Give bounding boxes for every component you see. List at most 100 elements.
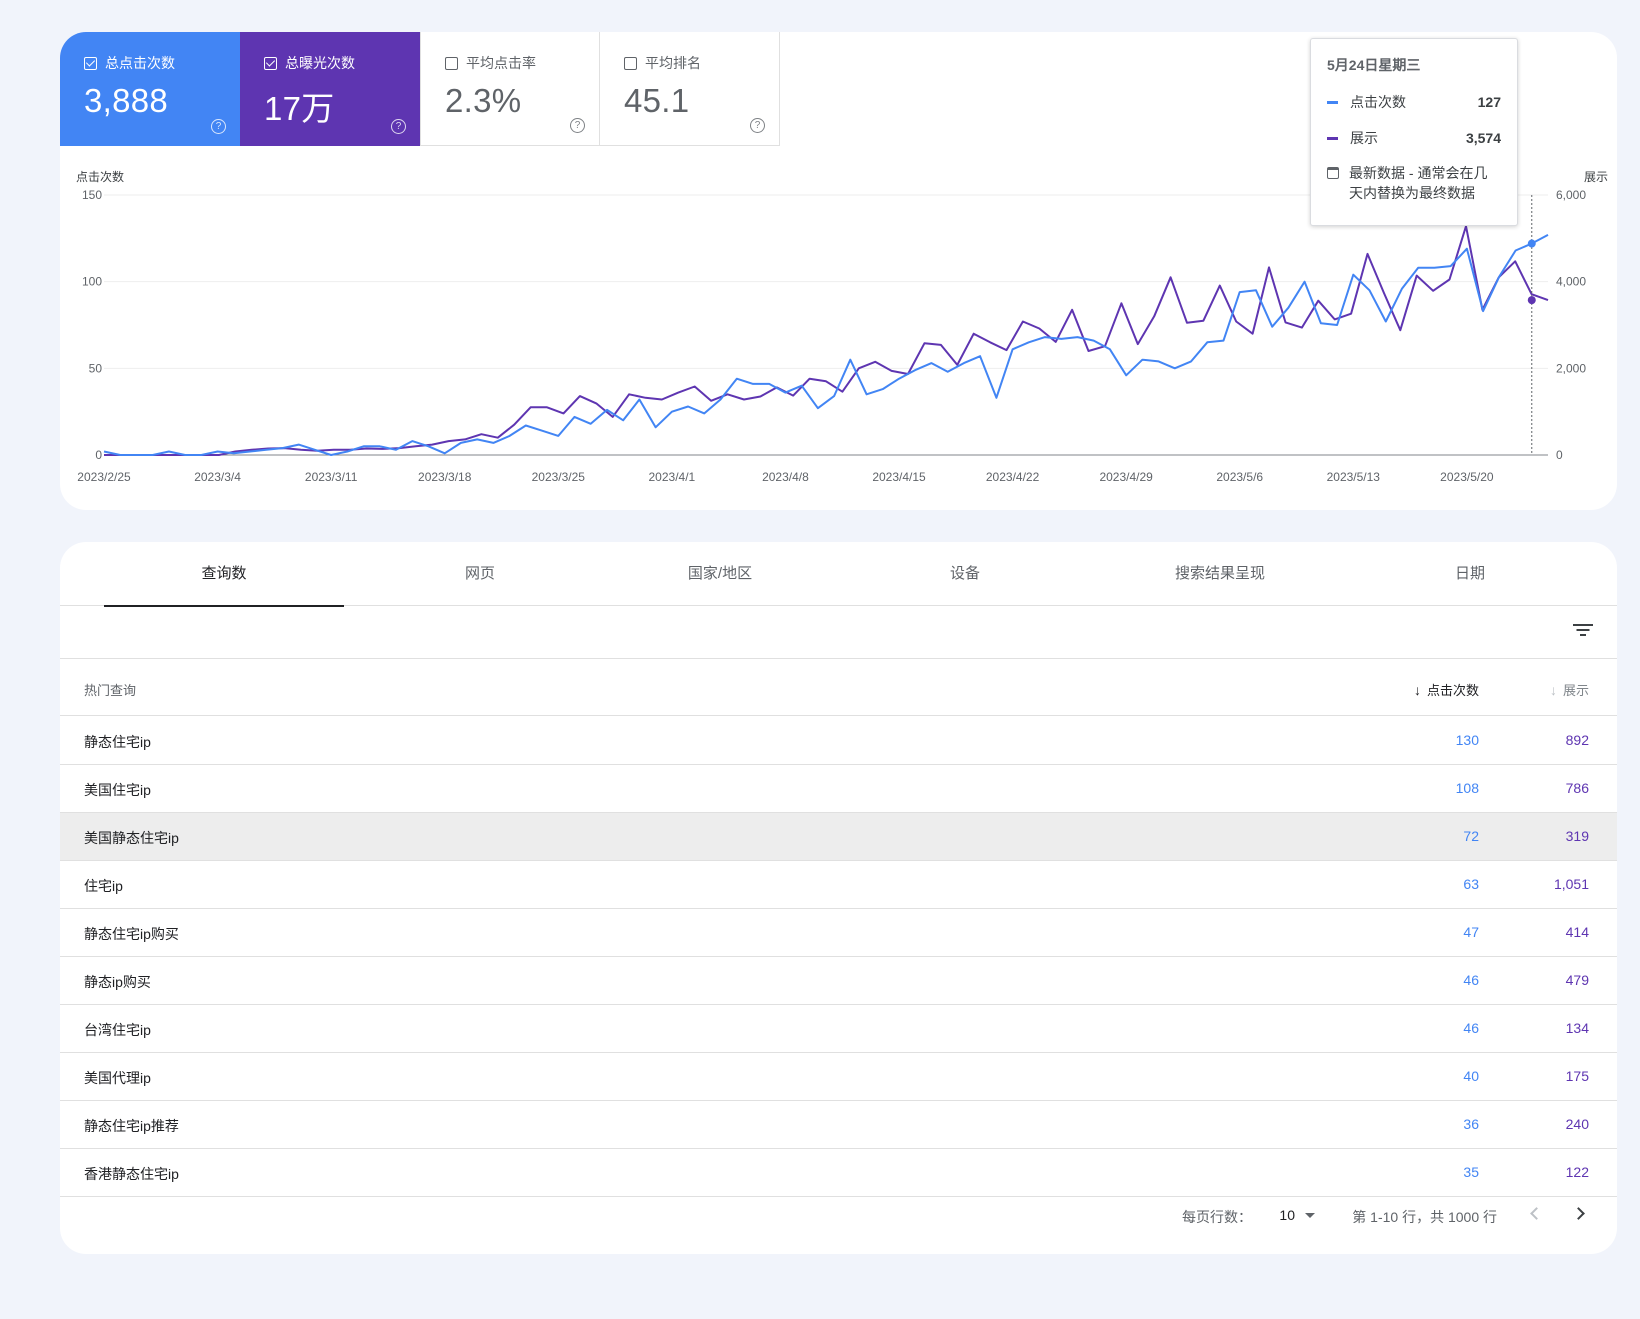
x-tick-label: 2023/3/4 [194,470,241,484]
metric-total-clicks[interactable]: 总点击次数 3,888 ? [60,32,240,146]
filter-bar [60,606,1617,659]
metric-value: 45.1 [624,82,690,119]
tooltip-impr-label: 展示 [1350,130,1378,146]
chevron-right-icon[interactable] [1572,1207,1585,1220]
help-icon[interactable]: ? [570,118,585,133]
table-row[interactable]: 台湾住宅ip 46 134 [60,1005,1617,1053]
x-tick-label: 2023/4/22 [986,470,1040,484]
tab-devices[interactable]: 设备 [949,565,980,582]
header-clicks[interactable]: ↓ 点击次数 [1414,680,1479,699]
clicks-cell: 108 [1455,780,1479,796]
performance-chart: 0 50 100 150 0 2,000 4,000 6,000 点击次数 展示 2023/2/25… [76,169,1608,484]
checkbox-icon[interactable] [624,56,637,70]
header-impressions[interactable]: ↓ 展示 [1550,680,1589,699]
tooltip-clicks-row: 点击次数 127 [1327,93,1501,111]
help-icon[interactable]: ? [750,118,765,133]
table-body: 静态住宅ip 130 892 美国住宅ip 108 786 美国静态住宅ip 72 319 … [60,717,1617,1197]
clicks-cell: 46 [1463,1020,1479,1036]
impressions-cell: 1,051 [1553,876,1589,892]
table-row[interactable]: 香港静态住宅ip 35 122 [60,1149,1617,1197]
tab-dates[interactable]: 日期 [1454,565,1485,582]
arrow-down-icon: ↓ [1413,682,1421,698]
y-right-tick-label: 6,000 [1556,188,1586,202]
y-left-tick-label: 0 [95,448,102,462]
metric-label: 平均点击率 [466,55,536,71]
tooltip-note-text: 最新数据 - 通常会在几天内替换为最终数据 [1349,165,1488,201]
hover-point-impressions [1527,296,1536,305]
impressions-cell: 319 [1565,828,1589,844]
header-top-queries: 热门查询 [84,683,137,698]
pagination: 每页行数： 10 第 1-10 行，共 1000 行 [60,1197,1617,1237]
x-tick-label: 2023/4/8 [762,470,809,484]
impressions-cell: 240 [1565,1116,1589,1132]
query-cell: 台湾住宅ip [84,1022,151,1038]
help-icon[interactable]: ? [211,119,226,134]
x-tick-label: 2023/3/11 [305,470,358,484]
clicks-cell: 36 [1463,1116,1479,1132]
table-row[interactable]: 美国代理ip 40 175 [60,1053,1617,1101]
clicks-cell: 35 [1463,1164,1479,1180]
chevron-left-icon[interactable] [1530,1207,1543,1220]
table-row[interactable]: 住宅ip 63 1,051 [60,861,1617,909]
clicks-cell: 63 [1463,876,1479,892]
table-row[interactable]: 静态住宅ip 130 892 [60,717,1617,765]
clicks-cell: 47 [1463,924,1479,940]
filter-icon[interactable] [1573,622,1593,638]
metric-label: 平均排名 [645,55,701,71]
table-row[interactable]: 美国住宅ip 108 786 [60,765,1617,813]
y-left-tick-label: 150 [82,188,102,202]
y-left-tick-label: 50 [89,361,103,375]
table-row[interactable]: 美国静态住宅ip 72 319 [60,813,1617,861]
impressions-cell: 134 [1565,1020,1589,1036]
checkbox-icon[interactable] [84,56,97,70]
x-tick-label: 2023/5/13 [1327,470,1381,484]
tab-search-appearance[interactable]: 搜索结果呈现 [1174,565,1265,582]
tab-queries[interactable]: 查询数 [104,542,344,607]
rows-per-page-label: 每页行数： [1182,1209,1252,1225]
performance-card: 0 50 100 150 0 2,000 4,000 6,000 点击次数 展示 2023/2/25… [60,32,1617,510]
impressions-series-line [104,225,1549,456]
y-right-axis-label: 展示 [1584,170,1608,184]
x-tick-label: 2023/3/25 [532,470,586,484]
clicks-cell: 130 [1455,732,1479,748]
legend-swatch-impressions [1327,136,1338,140]
help-icon[interactable]: ? [391,119,406,134]
header-clicks-label: 点击次数 [1426,683,1479,698]
x-tick-label: 2023/4/1 [649,470,696,484]
clicks-cell: 40 [1463,1068,1479,1084]
metric-total-impressions[interactable]: 总曝光次数 17万 ? [240,32,420,146]
checkbox-icon[interactable] [264,56,277,70]
rows-per-page-select[interactable]: 10 [1279,1207,1295,1223]
header-impressions-label: 展示 [1562,683,1589,698]
query-cell: 住宅ip [84,878,123,894]
query-cell: 美国代理ip [84,1070,151,1086]
y-right-tick-label: 2,000 [1556,361,1586,375]
tab-countries[interactable]: 国家/地区 [687,565,753,582]
impressions-cell: 175 [1565,1068,1589,1084]
y-right-tick-label: 4,000 [1556,275,1586,289]
tooltip-clicks-label: 点击次数 [1350,94,1406,110]
metric-average-ctr[interactable]: 平均点击率 2.3% ? [420,32,600,146]
tab-pages[interactable]: 网页 [464,565,495,582]
table-row[interactable]: 静态ip购买 46 479 [60,957,1617,1005]
x-tick-label: 2023/4/29 [1099,470,1153,484]
metric-label: 总点击次数 [105,55,175,71]
checkbox-icon[interactable] [445,56,458,70]
calendar-icon [1327,167,1339,179]
query-cell: 静态ip购买 [84,974,151,990]
tooltip-impr-value: 3,574 [1465,130,1501,146]
table-row[interactable]: 静态住宅ip购买 47 414 [60,909,1617,957]
table-row[interactable]: 静态住宅ip推荐 36 240 [60,1101,1617,1149]
tooltip-clicks-value: 127 [1477,94,1501,110]
legend-swatch-clicks [1327,100,1338,104]
x-tick-label: 2023/4/15 [872,470,926,484]
x-tick-label: 2023/2/25 [77,470,131,484]
query-cell: 静态住宅ip购买 [84,926,179,942]
metric-value: 2.3% [445,82,522,119]
dropdown-caret-icon[interactable] [1305,1213,1315,1218]
metric-average-position[interactable]: 平均排名 45.1 ? [600,32,780,146]
clicks-cell: 72 [1463,828,1479,844]
queries-card: 查询数 网页 国家/地区 设备 搜索结果呈现 日期 热门查询 ↓ 点击次数 ↓ 展示… [60,542,1617,1254]
clicks-series-line [103,234,1549,456]
tooltip-impr-row: 展示 3,574 [1327,129,1501,147]
